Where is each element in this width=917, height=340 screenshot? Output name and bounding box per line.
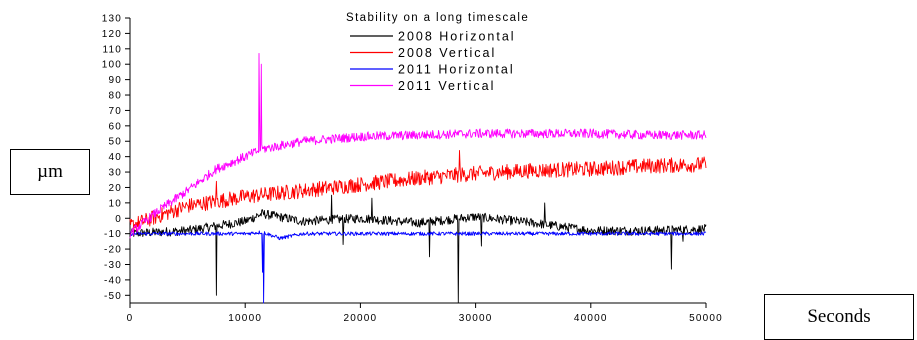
chart-title: Stability on a long timescale [346, 12, 529, 24]
y-tick-label: 120 [102, 29, 122, 40]
legend-label: 2011 Horizontal [398, 63, 515, 77]
y-tick-label: -20 [104, 245, 122, 256]
legend-label: 2008 Horizontal [398, 30, 516, 44]
y-axis-label-box: µm [10, 149, 90, 195]
y-tick-label: -10 [104, 229, 122, 240]
y-tick-label: 60 [108, 121, 122, 132]
y-axis-label: µm [37, 161, 63, 182]
y-tick-label: 20 [108, 183, 122, 194]
y-tick-label: 0 [115, 214, 122, 225]
x-tick-label: 50000 [689, 313, 723, 324]
x-axis-label: Seconds [807, 306, 871, 327]
y-tick-label: 70 [108, 106, 122, 117]
x-tick-label: 20000 [343, 313, 377, 324]
y-tick-label: -30 [104, 260, 122, 271]
y-tick-label: 90 [108, 75, 122, 86]
series-line-2008-horizontal [129, 194, 707, 304]
series-line-2008-vertical [129, 150, 707, 232]
y-tick-label: 130 [102, 14, 122, 25]
x-tick-label: 0 [127, 313, 134, 324]
y-tick-label: 80 [108, 91, 122, 102]
y-tick-label: -40 [104, 275, 122, 286]
series-line-2011-horizontal [129, 230, 707, 304]
x-tick-label: 30000 [459, 313, 493, 324]
y-tick-label: 10 [108, 198, 122, 209]
x-axis-label-box: Seconds [764, 294, 914, 340]
series-layer [129, 52, 707, 304]
legend-label: 2011 Vertical [398, 79, 495, 93]
x-tick-label: 40000 [574, 313, 608, 324]
y-tick-label: 50 [108, 137, 122, 148]
y-tick-label: 110 [102, 44, 122, 55]
y-tick-label: -50 [104, 291, 122, 302]
y-tick-label: 100 [102, 60, 122, 71]
axes: -50 -40 -30 -20 -10 0 10 20 30 40 50 60 70 80 90 100 110… [102, 14, 723, 325]
y-tick-label: 40 [108, 152, 122, 163]
legend-label: 2008 Vertical [398, 46, 496, 60]
y-tick-label: 30 [108, 168, 122, 179]
series-line-2011-vertical [129, 52, 707, 239]
legend: Stability on a long timescale 2008 Horiz… [346, 12, 529, 93]
x-tick-label: 10000 [228, 313, 262, 324]
